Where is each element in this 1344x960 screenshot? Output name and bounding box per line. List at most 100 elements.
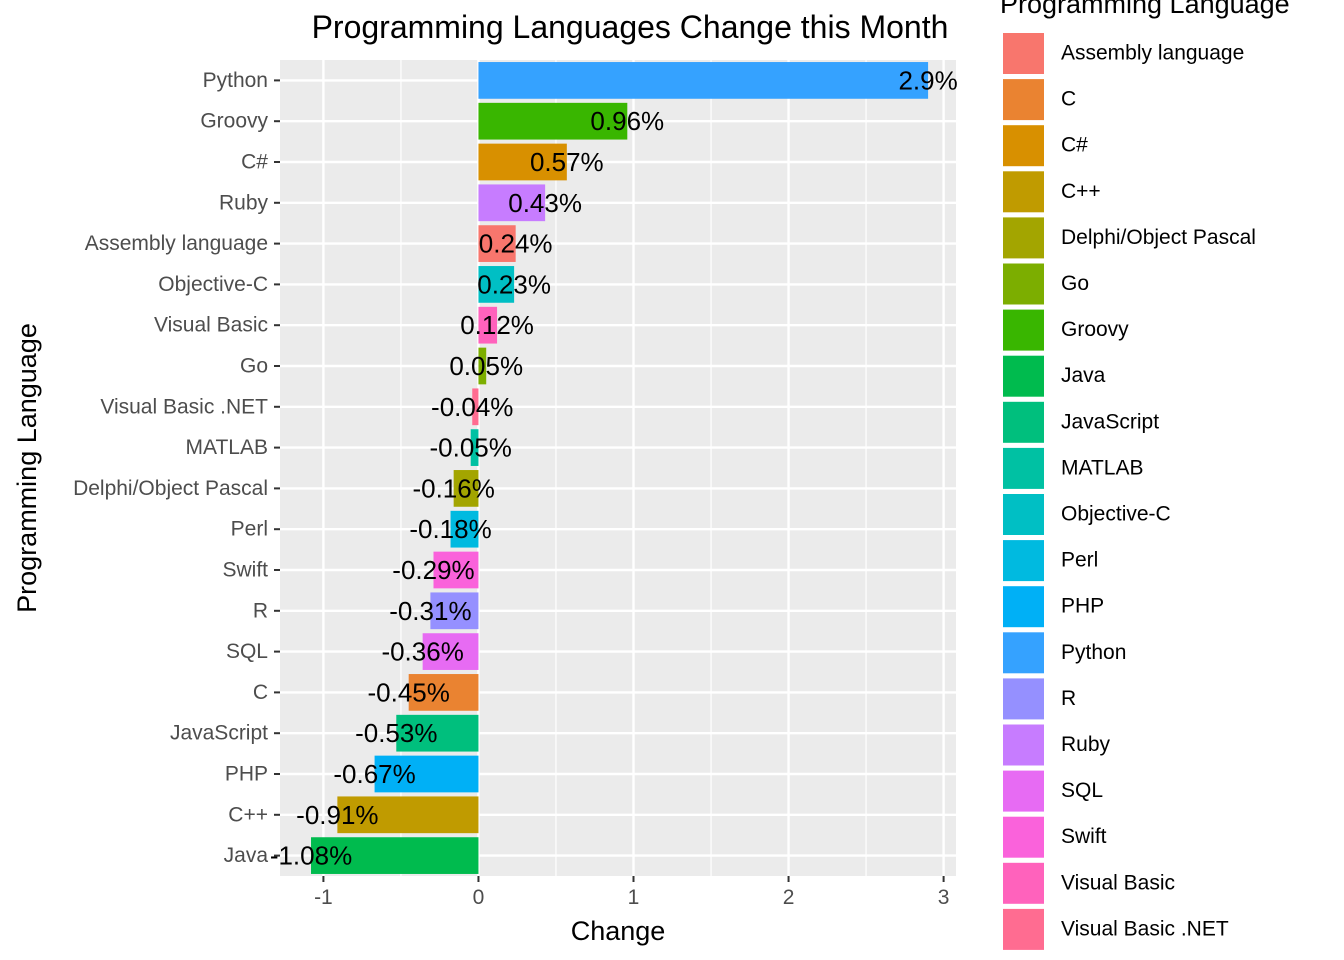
data-label: -0.31% xyxy=(389,596,471,626)
legend-swatch xyxy=(1003,33,1044,74)
legend-item-label: R xyxy=(1061,687,1076,710)
y-tick-label: C# xyxy=(241,151,268,174)
data-label: -0.05% xyxy=(430,433,512,463)
bar-4 xyxy=(478,225,516,262)
data-label: -0.36% xyxy=(381,637,463,667)
bar-6 xyxy=(478,306,498,344)
legend-swatch xyxy=(1003,862,1044,904)
y-tick-label: Objective-C xyxy=(158,273,268,296)
y-tick-label: R xyxy=(253,599,268,622)
y-tick-label: Groovy xyxy=(200,110,268,133)
legend-item-label: Go xyxy=(1061,272,1089,295)
data-label: -0.91% xyxy=(296,800,378,830)
legend-swatch xyxy=(1003,908,1044,950)
legend-item-label: JavaScript xyxy=(1061,410,1159,433)
legend-item-label: Ruby xyxy=(1061,733,1111,756)
legend-item-label: Java xyxy=(1061,364,1106,387)
bar-19 xyxy=(311,837,479,874)
value-labels: 2.9% 0.96% 0.57% 0.43% 0.24% 0.23% 0.12% 0.05% -… xyxy=(270,65,958,870)
legend-swatch xyxy=(1003,632,1044,674)
bar-5 xyxy=(478,266,515,303)
y-tick-label: Ruby xyxy=(219,191,269,214)
legend-swatch xyxy=(1003,401,1044,443)
y-tick-label: Visual Basic xyxy=(154,314,268,337)
legend-swatch xyxy=(1003,540,1044,582)
legend-swatch xyxy=(1003,494,1044,535)
data-label: 2.9% xyxy=(898,65,957,95)
y-tick-label: Java xyxy=(224,844,269,867)
bar-9 xyxy=(470,429,479,466)
legend-swatch xyxy=(1003,447,1044,489)
legend: Programming Language Assembly languageCC… xyxy=(1000,0,1290,950)
y-tick-label: Visual Basic .NET xyxy=(100,395,268,418)
legend-items: Assembly language C C# C++ Delphi/Object Pas… xyxy=(1003,33,1256,950)
legend-item-label: PHP xyxy=(1061,595,1104,618)
y-tick-label: PHP xyxy=(225,763,268,786)
legend-swatch xyxy=(1003,309,1044,351)
y-tick-label: Swift xyxy=(222,559,268,582)
legend-swatch xyxy=(1003,678,1044,720)
data-label: 0.43% xyxy=(508,188,582,218)
plot-panel xyxy=(280,60,956,876)
legend-swatch xyxy=(1003,586,1044,628)
data-label: -0.29% xyxy=(392,555,474,585)
legend-item-label: Visual Basic xyxy=(1061,871,1175,894)
bar-15 xyxy=(408,674,479,711)
x-tick-label: 0 xyxy=(473,886,485,909)
x-tick-label: -1 xyxy=(314,886,333,909)
data-label: 0.05% xyxy=(449,351,523,381)
bar-18 xyxy=(337,796,479,834)
data-label: -0.45% xyxy=(367,677,449,707)
y-tick-label: MATLAB xyxy=(186,436,268,459)
y-tick-label: C++ xyxy=(228,803,268,826)
data-label: 0.12% xyxy=(460,310,534,340)
data-label: -1.08% xyxy=(270,841,352,871)
legend-title: Programming Language xyxy=(1000,0,1290,19)
bar-12 xyxy=(433,551,479,589)
legend-item-label: Groovy xyxy=(1061,318,1129,341)
bar-1 xyxy=(478,102,628,140)
bar-0 xyxy=(478,62,929,99)
bar-11 xyxy=(450,510,479,548)
legend-item-label: Swift xyxy=(1061,825,1107,848)
legend-item-label: C++ xyxy=(1061,180,1101,203)
y-tick-label: JavaScript xyxy=(170,722,268,745)
legend-item-label: Assembly language xyxy=(1061,42,1244,65)
legend-swatch xyxy=(1003,263,1044,305)
legend-swatch xyxy=(1003,125,1044,167)
x-axis: -1 0 1 2 3 xyxy=(314,876,949,909)
bar-13 xyxy=(430,592,479,630)
legend-item-label: MATLAB xyxy=(1061,456,1143,479)
data-label: -0.18% xyxy=(409,514,491,544)
y-tick-label: Python xyxy=(203,69,268,92)
legend-item-label: Objective-C xyxy=(1061,503,1171,526)
bar-8 xyxy=(472,388,479,426)
legend-item-label: Python xyxy=(1061,641,1126,664)
y-axis: Python Groovy C# Ruby Assembly language Objec… xyxy=(73,69,280,867)
legend-swatch xyxy=(1003,79,1044,121)
legend-swatch xyxy=(1003,816,1044,858)
x-tick-label: 1 xyxy=(628,886,640,909)
y-tick-label: Perl xyxy=(231,518,268,541)
data-label: 0.96% xyxy=(590,106,664,136)
y-tick-label: Delphi/Object Pascal xyxy=(73,477,268,500)
legend-swatch xyxy=(1003,770,1044,812)
x-tick-label: 2 xyxy=(783,886,795,909)
bar-17 xyxy=(374,755,479,793)
legend-swatch xyxy=(1003,217,1044,259)
legend-item-label: Perl xyxy=(1061,549,1098,572)
bar-3 xyxy=(478,184,546,222)
x-tick-label: 3 xyxy=(938,886,950,909)
y-tick-label: Go xyxy=(240,355,268,378)
legend-swatch xyxy=(1003,355,1044,397)
legend-swatch xyxy=(1003,724,1044,766)
data-label: 0.24% xyxy=(479,229,553,259)
y-tick-label: Assembly language xyxy=(85,232,268,255)
bar-10 xyxy=(453,470,479,507)
data-label: -0.67% xyxy=(333,759,415,789)
y-axis-title: Programming Language xyxy=(12,323,42,613)
legend-item-label: SQL xyxy=(1061,779,1103,802)
data-label: 0.23% xyxy=(477,269,551,299)
legend-item-label: C# xyxy=(1061,134,1088,157)
